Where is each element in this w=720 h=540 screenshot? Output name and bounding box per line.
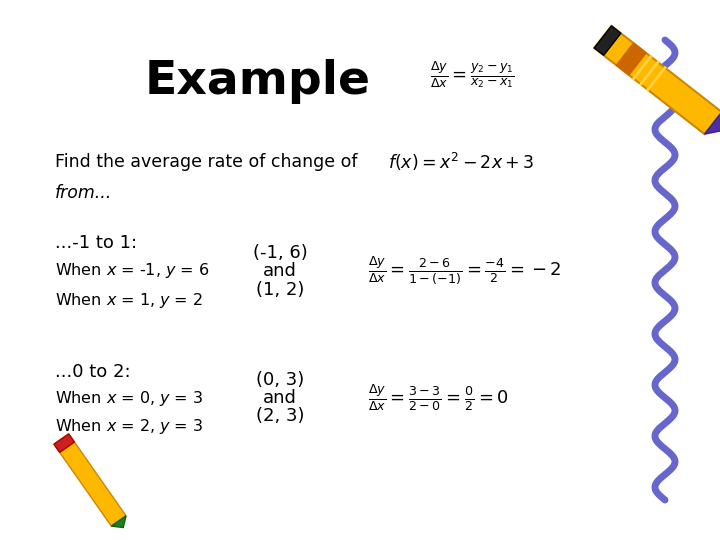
Text: $\frac{\Delta y}{\Delta x} = \frac{y_2 - y_1}{x_2 - x_1}$: $\frac{\Delta y}{\Delta x} = \frac{y_2 -… — [430, 60, 515, 90]
Text: and: and — [263, 262, 297, 280]
Polygon shape — [616, 43, 646, 75]
Text: Find the average rate of change of: Find the average rate of change of — [55, 153, 363, 171]
Text: (-1, 6): (-1, 6) — [253, 244, 307, 262]
Text: When $x$ = 0, $y$ = 3: When $x$ = 0, $y$ = 3 — [55, 388, 203, 408]
Text: (0, 3): (0, 3) — [256, 371, 304, 389]
Text: and: and — [263, 389, 297, 407]
Text: When $x$ = 2, $y$ = 3: When $x$ = 2, $y$ = 3 — [55, 417, 203, 436]
Polygon shape — [705, 112, 720, 134]
Polygon shape — [594, 26, 621, 55]
Text: ...0 to 2:: ...0 to 2: — [55, 363, 130, 381]
Polygon shape — [112, 516, 126, 528]
Text: When $x$ = 1, $y$ = 2: When $x$ = 1, $y$ = 2 — [55, 291, 203, 309]
Text: Example: Example — [145, 59, 371, 105]
Polygon shape — [54, 434, 74, 453]
Text: (2, 3): (2, 3) — [256, 407, 305, 425]
Polygon shape — [54, 434, 126, 526]
Text: (1, 2): (1, 2) — [256, 281, 304, 299]
Text: $\frac{\Delta y}{\Delta x} = \frac{2-6}{1-(-1)} = \frac{-4}{2} = -2$: $\frac{\Delta y}{\Delta x} = \frac{2-6}{… — [368, 254, 562, 286]
Text: $f(x) = x^2 - 2x + 3$: $f(x) = x^2 - 2x + 3$ — [388, 151, 534, 173]
Text: from...: from... — [55, 184, 112, 202]
Polygon shape — [594, 26, 720, 134]
Text: $\frac{\Delta y}{\Delta x} = \frac{3-3}{2-0} = \frac{0}{2} = 0$: $\frac{\Delta y}{\Delta x} = \frac{3-3}{… — [368, 383, 509, 413]
Text: ...-1 to 1:: ...-1 to 1: — [55, 234, 137, 252]
Text: When $x$ = -1, $y$ = 6: When $x$ = -1, $y$ = 6 — [55, 260, 210, 280]
